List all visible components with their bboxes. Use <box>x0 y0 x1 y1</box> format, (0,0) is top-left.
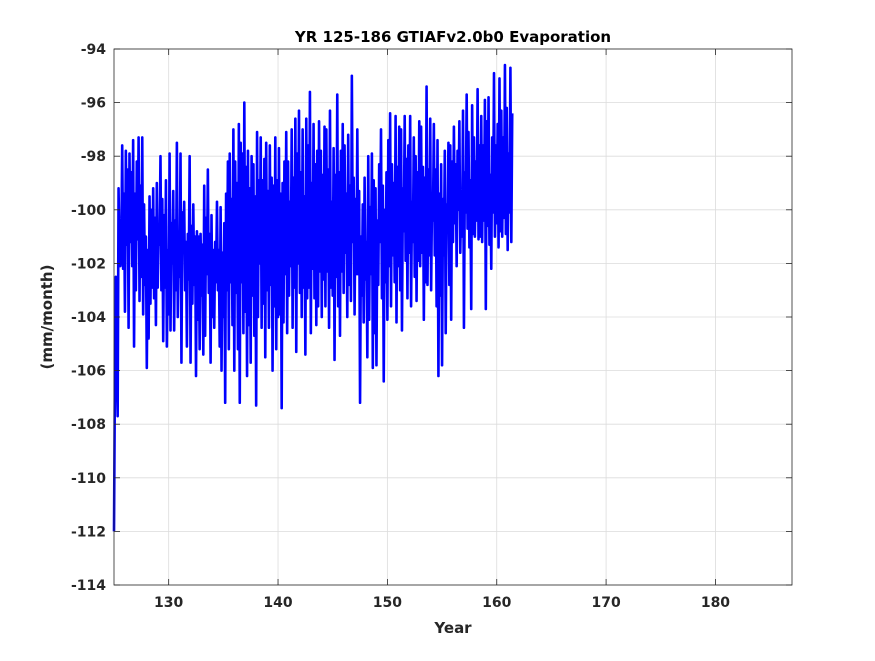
x-tick-label: 170 <box>591 595 620 611</box>
chart-title: YR 125-186 GTIAFv2.0b0 Evaporation <box>294 28 611 46</box>
y-tick-label: -110 <box>71 471 106 487</box>
x-tick-label: 140 <box>263 595 292 611</box>
y-tick-label: -108 <box>71 417 106 433</box>
y-tick-label: -114 <box>71 578 106 594</box>
x-tick-label: 150 <box>373 595 402 611</box>
y-tick-label: -98 <box>81 149 106 165</box>
y-tick-label: -94 <box>81 42 107 58</box>
y-tick-label: -102 <box>71 256 106 272</box>
evaporation-series-line-0 <box>112 63 514 532</box>
y-tick-label: -100 <box>71 203 106 219</box>
y-tick-label: -96 <box>81 96 106 112</box>
y-tick-label: -112 <box>71 524 106 540</box>
y-tick-label: -106 <box>71 364 106 380</box>
x-axis-title: Year <box>433 619 472 637</box>
data-layer <box>112 63 514 532</box>
x-tick-labels: 130 140 150 160 170 180 <box>154 595 730 611</box>
x-tick-label: 130 <box>154 595 183 611</box>
y-tick-labels: -114 -112 -110 -108 -106 -104 -102 -100 -98 -96 -9… <box>71 42 106 594</box>
y-axis-title: (mm/month) <box>38 265 56 370</box>
tick-marks <box>114 48 792 586</box>
x-tick-label: 180 <box>701 595 730 611</box>
y-tick-label: -104 <box>71 310 106 326</box>
x-tick-label: 160 <box>482 595 511 611</box>
